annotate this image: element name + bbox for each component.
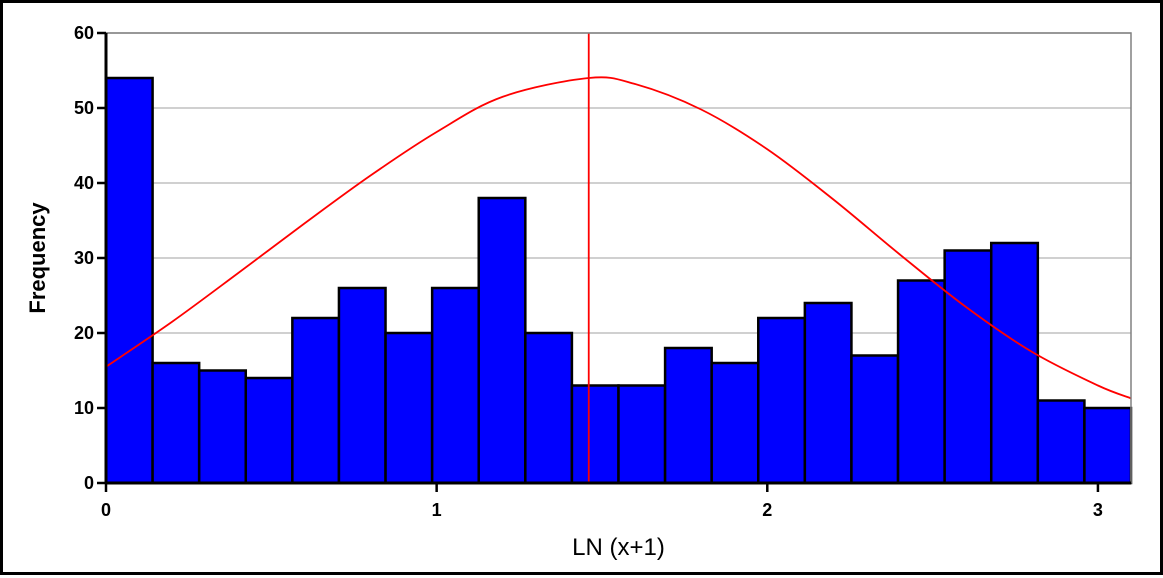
histogram-bar-9 (477, 196, 527, 485)
y-tick-label-20: 20 (74, 323, 94, 343)
x-tick-label-3: 3 (1093, 500, 1103, 520)
x-tick-label-1: 1 (432, 500, 442, 520)
histogram-bar-19 (943, 249, 993, 485)
axes (97, 31, 1132, 492)
histogram-bar-2 (151, 361, 201, 485)
histogram-bar-6 (337, 286, 387, 485)
histogram-bar-18 (896, 279, 946, 485)
histogram-bar-22 (1083, 406, 1133, 485)
histogram-bar-12 (617, 384, 667, 485)
x-tick-label-2: 2 (762, 500, 772, 520)
y-axis-title: Frequency (25, 202, 50, 314)
histogram-bar-21 (1036, 399, 1086, 485)
y-tick-label-60: 60 (74, 23, 94, 43)
y-tick-label-10: 10 (74, 398, 94, 418)
histogram-bar-7 (384, 331, 434, 485)
histogram-bar-13 (663, 346, 713, 485)
histogram-bar-5 (291, 316, 341, 485)
histogram-chart: 0 10 20 30 40 50 60 0 1 2 3 LN (x+1) Frequency (25, 23, 1133, 561)
y-tick-label-50: 50 (74, 98, 94, 118)
y-tick-label-0: 0 (84, 473, 94, 493)
x-tick-label-0: 0 (101, 500, 111, 520)
histogram-bar-14 (710, 361, 760, 485)
y-tick-label-30: 30 (74, 248, 94, 268)
histogram-bar-17 (850, 354, 900, 485)
histogram-bar-15 (757, 316, 807, 485)
histogram-bar-11 (570, 384, 620, 485)
histogram-bars (104, 76, 1133, 485)
x-axis-title: LN (x+1) (572, 534, 665, 561)
histogram-bar-16 (803, 301, 853, 485)
histogram-bar-8 (430, 286, 480, 485)
histogram-bar-4 (244, 376, 294, 485)
tick-labels: 0 10 20 30 40 50 60 0 1 2 3 (74, 23, 1103, 520)
histogram-bar-10 (524, 331, 574, 485)
histogram-bar-20 (989, 241, 1040, 485)
histogram-bar-3 (197, 369, 248, 485)
y-tick-label-40: 40 (74, 173, 94, 193)
histogram-bar-1 (104, 76, 154, 485)
normal-curve (105, 76, 1132, 400)
